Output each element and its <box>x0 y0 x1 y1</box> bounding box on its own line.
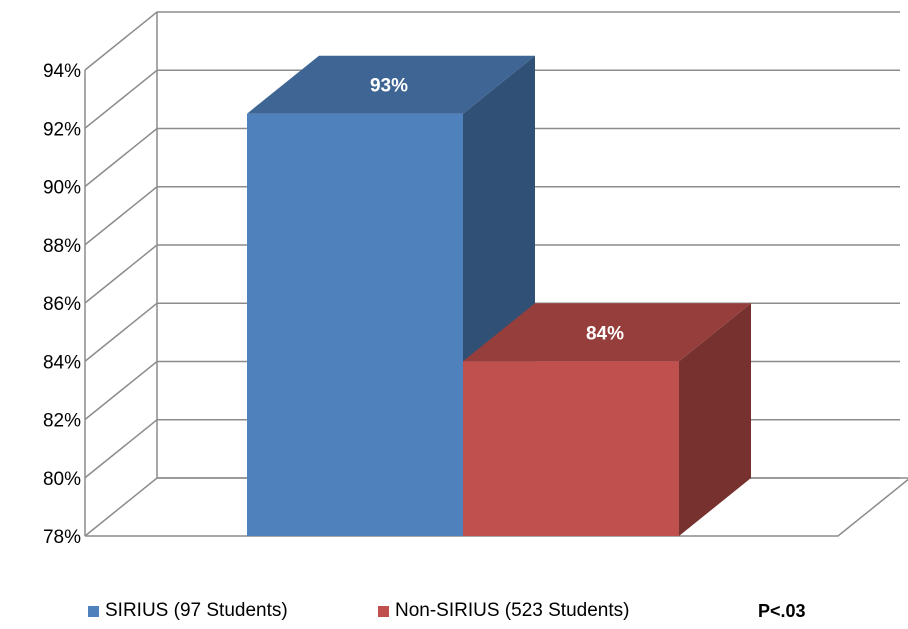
legend-item-non-sirius: Non-SIRIUS (523 Students) <box>378 600 629 622</box>
legend: SIRIUS (97 Students) Non-SIRIUS (523 Stu… <box>0 600 908 626</box>
gridline <box>84 127 900 188</box>
bar-sirius <box>247 113 463 536</box>
bar-side-non-sirius <box>679 303 751 536</box>
y-tick-label: 82% <box>43 411 81 432</box>
gridline <box>84 69 900 129</box>
legend-label-sirius: SIRIUS (97 Students) <box>105 600 288 621</box>
y-tick-label: 80% <box>43 469 81 490</box>
y-tick-label: 84% <box>43 352 81 373</box>
bars <box>247 55 751 536</box>
bar-top-non-sirius <box>463 303 751 362</box>
legend-swatch-non-sirius <box>378 605 389 617</box>
y-axis-ticks: 78% 80% 82% 84% 86% 88% 90% 92% 94% <box>43 61 81 548</box>
y-tick-label: 78% <box>43 527 81 548</box>
y-tick-label: 86% <box>43 294 81 315</box>
y-tick-label: 88% <box>43 236 81 257</box>
y-tick-label: 92% <box>43 119 81 140</box>
p-value-annotation: P<.03 <box>758 601 806 621</box>
data-labels: 93% 84% <box>370 76 624 345</box>
legend-label-non-sirius: Non-SIRIUS (523 Students) <box>395 600 630 621</box>
data-label-sirius: 93% <box>370 76 408 97</box>
legend-item-sirius: SIRIUS (97 Students) <box>88 600 288 622</box>
bar-chart: 78% 80% 82% 84% 86% 88% 90% 92% 94% 93% 84% <box>43 11 908 548</box>
legend-swatch-sirius <box>88 605 99 617</box>
gridline <box>84 186 900 246</box>
y-tick-label: 90% <box>43 178 81 199</box>
gridline <box>84 244 900 304</box>
y-tick-label: 94% <box>43 61 81 82</box>
gridlines <box>84 11 900 537</box>
data-label-non-sirius: 84% <box>586 323 624 344</box>
bar-top-sirius <box>247 55 535 114</box>
bar-non-sirius <box>463 361 679 536</box>
gridline <box>84 11 900 71</box>
